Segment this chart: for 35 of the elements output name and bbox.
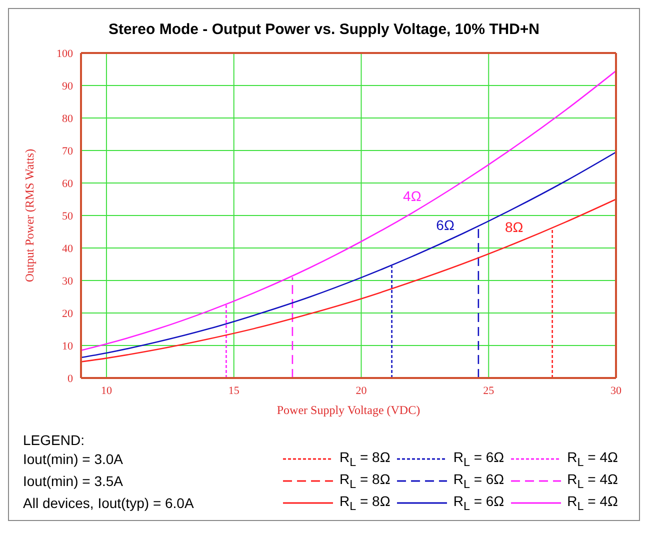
legend-label: R$_{L}$ = 6Ω bbox=[453, 471, 504, 491]
legend-label: R$_{L}$ = 8Ω bbox=[339, 471, 390, 491]
y-tick-label: 0 bbox=[68, 372, 74, 385]
y-tick-label: 10 bbox=[62, 340, 74, 352]
x-tick-label: 20 bbox=[356, 384, 368, 397]
y-tick-label: 80 bbox=[62, 112, 74, 125]
y-tick-label: 50 bbox=[62, 210, 74, 222]
y-tick-label: 60 bbox=[62, 178, 74, 190]
legend-label: R$_{L}$ = 4Ω bbox=[567, 493, 618, 513]
legend-label: R$_{L}$ = 6Ω bbox=[453, 449, 504, 469]
y-tick-label: 30 bbox=[62, 275, 74, 288]
x-axis-title: Power Supply Voltage (VDC) bbox=[276, 403, 420, 417]
text: Iout(min) = 3.0A bbox=[23, 451, 124, 467]
y-tick-label: 40 bbox=[62, 242, 74, 255]
annotation: 6Ω bbox=[436, 216, 454, 233]
legend-label: R$_{L}$ = 6Ω bbox=[453, 493, 504, 513]
legend-label: R$_{L}$ = 4Ω bbox=[567, 471, 618, 491]
y-tick-label: 20 bbox=[62, 308, 74, 320]
x-tick-label: 30 bbox=[610, 384, 622, 397]
x-tick-label: 10 bbox=[100, 384, 112, 397]
y-axis-title: Output Power (RMS Watts) bbox=[22, 148, 36, 282]
annotation: 4Ω bbox=[403, 188, 422, 204]
chart-title: Stereo Mode - Output Power vs. Supply Voltage, 10% THD+N bbox=[107, 21, 541, 38]
x-tick-label: 25 bbox=[483, 384, 495, 397]
legend-title: LEGEND: bbox=[23, 432, 86, 448]
legend-label: R$_{L}$ = 8Ω bbox=[339, 493, 390, 513]
legend-label: R$_{L}$ = 8Ω bbox=[339, 449, 390, 469]
text: Iout(min) = 3.5A bbox=[23, 473, 124, 489]
y-tick-label: 100 bbox=[56, 48, 74, 60]
y-tick-label: 70 bbox=[62, 145, 74, 158]
y-tick-label: 90 bbox=[62, 80, 74, 92]
legend-label: R$_{L}$ = 4Ω bbox=[567, 449, 618, 469]
annotation: 8Ω bbox=[504, 218, 524, 235]
text: All devices, Iout(typ) = 6.0A bbox=[23, 495, 195, 511]
x-tick-label: 15 bbox=[228, 384, 240, 397]
